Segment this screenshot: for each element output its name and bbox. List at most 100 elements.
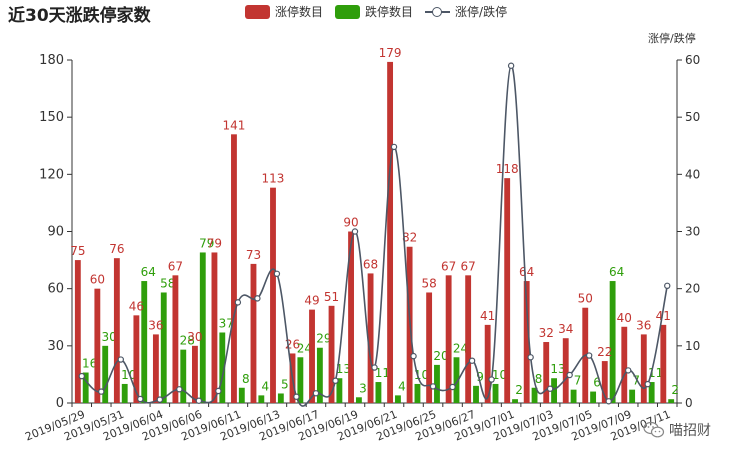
data-label-down: 8 xyxy=(242,372,250,386)
bar-up xyxy=(621,326,628,403)
y2-tick-label: 10 xyxy=(685,339,700,353)
bar-down xyxy=(277,393,284,403)
data-label-down: 24 xyxy=(453,341,468,355)
bar-up xyxy=(211,252,218,403)
legend: 涨停数目 跌停数目 涨停/跌停 xyxy=(245,3,519,20)
legend-item-up[interactable]: 涨停数目 xyxy=(245,3,323,20)
data-label-up: 75 xyxy=(70,244,85,258)
data-label-up: 34 xyxy=(558,322,573,336)
data-label-down: 8 xyxy=(535,372,543,386)
data-label-up: 73 xyxy=(246,248,261,262)
data-label-up: 30 xyxy=(187,330,202,344)
ratio-point xyxy=(644,380,651,388)
data-label-down: 20 xyxy=(433,349,448,363)
legend-label-ratio: 涨停/跌停 xyxy=(455,5,508,19)
ratio-line xyxy=(81,64,669,407)
data-label-up: 64 xyxy=(519,265,534,279)
bar-up xyxy=(562,338,569,403)
data-label-up: 49 xyxy=(304,294,319,308)
data-label-up: 41 xyxy=(480,309,495,323)
ratio-point xyxy=(371,364,378,371)
ratio-point xyxy=(312,390,320,397)
bar-up xyxy=(543,342,550,403)
bar-up xyxy=(94,288,101,403)
ratio-point xyxy=(605,398,612,405)
y-tick-label: 120 xyxy=(39,167,64,182)
data-label-down: 79 xyxy=(199,236,214,250)
data-label-down: 13 xyxy=(550,362,565,376)
ratio-point xyxy=(546,385,554,392)
bar-up xyxy=(387,61,394,404)
data-label-up: 68 xyxy=(363,257,378,271)
bar-down xyxy=(395,395,401,403)
data-label-down: 28 xyxy=(180,334,195,348)
legend-item-down[interactable]: 跌停数目 xyxy=(335,3,413,20)
data-label-up: 60 xyxy=(90,273,105,287)
data-label-down: 11 xyxy=(375,366,390,380)
ratio-point xyxy=(507,62,515,69)
bar-up xyxy=(523,281,530,403)
ratio-point xyxy=(449,383,456,391)
bar-down xyxy=(609,281,616,403)
bar-down xyxy=(668,399,675,403)
bar-down xyxy=(141,281,148,403)
ratio-point xyxy=(234,299,242,306)
data-label-up: 141 xyxy=(223,118,246,132)
y2-tick-label: 0 xyxy=(685,396,693,410)
ratio-point xyxy=(566,371,573,379)
data-label-up: 82 xyxy=(402,231,417,245)
data-label-down: 2 xyxy=(671,383,679,397)
bar-down xyxy=(414,383,421,403)
bar-down xyxy=(160,292,167,403)
bar-down xyxy=(82,372,89,403)
data-label-down: 58 xyxy=(160,276,175,290)
bar-down xyxy=(258,395,265,403)
data-label-up: 36 xyxy=(148,318,163,332)
bar-down xyxy=(355,397,362,403)
bar-up xyxy=(348,231,354,403)
y-tick-label: 150 xyxy=(39,110,64,125)
ratio-point xyxy=(98,388,105,395)
y2-tick-label: 30 xyxy=(685,225,700,239)
bar-down xyxy=(551,378,557,403)
y2-tick-label: 60 xyxy=(685,53,700,67)
ratio-point xyxy=(117,356,124,363)
bar-down xyxy=(473,385,479,403)
ratio-point xyxy=(78,372,85,380)
y-tick-label: 0 xyxy=(56,396,64,411)
bar-up xyxy=(660,324,667,403)
data-label-up: 36 xyxy=(636,318,651,332)
bar-down xyxy=(199,252,206,403)
ratio-point xyxy=(273,270,281,278)
data-label-down: 16 xyxy=(82,357,97,371)
data-label-down: 37 xyxy=(219,316,234,330)
bar-up xyxy=(113,258,120,403)
bar-up xyxy=(250,263,257,403)
bar-up xyxy=(426,292,433,403)
bar-down xyxy=(453,357,460,403)
y-tick-label: 60 xyxy=(47,282,64,297)
data-label-down: 10 xyxy=(414,368,429,382)
bar-down xyxy=(434,364,440,403)
bar-down xyxy=(570,389,577,403)
ratio-point xyxy=(176,386,183,393)
data-label-up: 90 xyxy=(343,216,358,230)
y2-tick-label: 20 xyxy=(685,282,700,296)
bar-up xyxy=(484,324,491,403)
bar-up xyxy=(270,187,276,403)
data-label-down: 30 xyxy=(102,330,117,344)
bar-up xyxy=(152,334,159,403)
ratio-point xyxy=(625,367,632,374)
bar-down xyxy=(180,349,187,403)
bar-up xyxy=(504,178,511,403)
bar-down xyxy=(238,387,245,403)
ratio-point xyxy=(156,396,164,403)
ratio-point xyxy=(293,393,300,400)
data-label-down: 4 xyxy=(398,379,406,393)
bar-up xyxy=(309,309,315,403)
data-label-down: 64 xyxy=(141,265,156,279)
legend-item-ratio[interactable]: 涨停/跌停 xyxy=(425,3,507,20)
bar-up xyxy=(192,345,198,403)
bar-down xyxy=(590,391,597,403)
